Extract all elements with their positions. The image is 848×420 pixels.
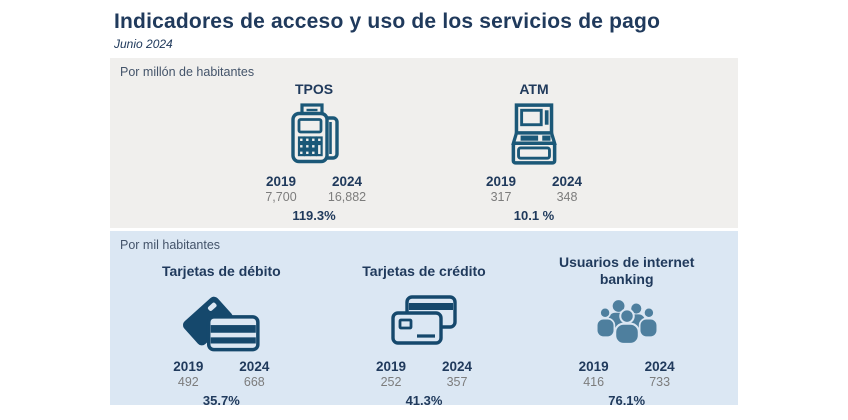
year-value: 16,882 [327, 189, 367, 204]
section-title-box: Usuarios de internet banking [539, 253, 715, 289]
section-debit-cards: Tarjetas de débito [120, 253, 323, 408]
year-label: 2019 [265, 173, 297, 189]
infographic-page: Indicadores de acceso y uso de los servi… [0, 10, 848, 420]
internet-banking-users-icon [595, 289, 659, 355]
stat-2024: 2024 733 [639, 359, 681, 389]
stat-2019: 2019 252 [370, 359, 412, 389]
stats-credit: 2019 252 2024 357 [370, 359, 478, 389]
year-label: 2024 [551, 173, 583, 189]
stat-2019: 2019 492 [167, 359, 209, 389]
stat-2024: 2024 348 [546, 174, 588, 204]
section-title-tpos: TPOS [294, 81, 334, 97]
section-credit-cards: Tarjetas de crédito 2019 [323, 253, 526, 408]
year-label: 2019 [375, 359, 407, 374]
year-value: 252 [380, 375, 402, 389]
section-title-atm: ATM [519, 81, 549, 97]
section-title-debit: Tarjetas de débito [161, 262, 281, 279]
stat-2019: 2019 317 [480, 174, 522, 204]
year-value: 492 [177, 375, 199, 389]
year-label: 2024 [644, 359, 675, 374]
growth-percentage: 76.1% [608, 393, 646, 408]
stats-debit: 2019 492 2024 668 [167, 359, 275, 389]
year-label: 2019 [173, 359, 204, 374]
panel-label-per-thousand: Por mil habitantes [120, 238, 221, 252]
stats-tpos: 2019 7,700 2024 16,882 [260, 174, 368, 204]
pos-terminal-icon [282, 98, 346, 170]
section-title-box: Tarjetas de crédito [362, 253, 485, 289]
year-value: 416 [583, 375, 605, 389]
panel-per-thousand: Por mil habitantes Tarjetas de débito [110, 231, 738, 408]
year-label: 2019 [485, 173, 517, 189]
stats-internet-banking: 2019 416 2024 733 [573, 359, 681, 389]
panel-label-per-million: Por millón de habitantes [120, 65, 255, 79]
year-value: 348 [556, 189, 578, 204]
page-title: Indicadores de acceso y uso de los servi… [114, 10, 661, 33]
header: Indicadores de acceso y uso de los servi… [114, 10, 848, 51]
stat-2019: 2019 416 [573, 359, 615, 389]
year-label: 2024 [331, 173, 363, 189]
stat-2024: 2024 357 [436, 359, 478, 389]
sections-per-million: TPOS [120, 81, 728, 223]
credit-card-icon [385, 289, 463, 355]
year-value: 733 [649, 375, 671, 389]
year-value: 668 [243, 375, 265, 389]
growth-percentage: 10.1 % [513, 207, 555, 223]
stat-2019: 2019 7,700 [260, 174, 302, 204]
page-subtitle: Junio 2024 [114, 37, 173, 51]
year-label: 2024 [239, 359, 270, 374]
growth-percentage: 119.3% [292, 207, 336, 223]
growth-percentage: 41.3% [405, 393, 443, 408]
section-tpos: TPOS [204, 81, 424, 223]
section-title-internet-banking: Usuarios de internet banking [558, 254, 695, 287]
atm-icon [501, 98, 567, 170]
stat-2024: 2024 668 [233, 359, 275, 389]
year-value: 317 [490, 189, 512, 204]
year-value: 7,700 [265, 189, 297, 204]
debit-card-icon [178, 289, 264, 355]
year-label: 2024 [441, 359, 473, 374]
panel-per-million: Por millón de habitantes TPOS [110, 58, 738, 228]
sections-per-thousand: Tarjetas de débito [120, 253, 728, 408]
stats-atm: 2019 317 2024 348 [480, 174, 588, 204]
section-title-box: Tarjetas de débito [162, 253, 281, 289]
year-value: 357 [446, 375, 468, 389]
section-title-credit: Tarjetas de crédito [362, 262, 486, 279]
section-internet-banking-users: Usuarios de internet banking [525, 253, 728, 408]
section-atm: ATM [424, 81, 644, 223]
stat-2024: 2024 16,882 [326, 174, 368, 204]
year-label: 2019 [578, 359, 609, 374]
growth-percentage: 35.7% [202, 393, 240, 408]
